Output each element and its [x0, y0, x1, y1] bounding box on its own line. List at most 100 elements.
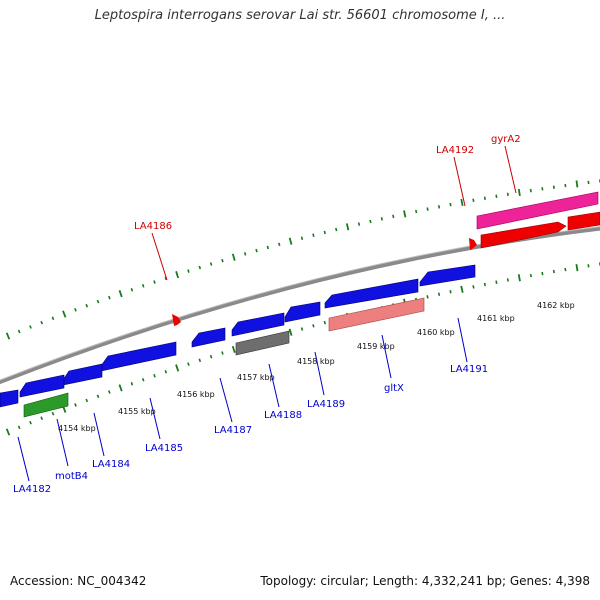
- ruler-label: 4157 kbp: [237, 373, 275, 382]
- minor-tick: [300, 327, 304, 331]
- minor-tick: [96, 299, 100, 304]
- minor-tick: [369, 219, 372, 224]
- minor-tick: [198, 358, 202, 363]
- gene-feature-LA4188[interactable]: [231, 312, 285, 337]
- gene-label-LA4189[interactable]: LA4189: [307, 399, 345, 410]
- gene-feature-gltX-region[interactable]: [324, 278, 419, 309]
- minor-tick: [141, 377, 145, 382]
- minor-tick: [51, 411, 55, 416]
- minor-tick: [51, 316, 55, 321]
- minor-tick: [323, 320, 326, 325]
- minor-tick: [506, 192, 509, 197]
- gene-label-LA4184[interactable]: LA4184: [92, 459, 130, 470]
- major-tick: [575, 180, 579, 188]
- gene-feature-LA4192[interactable]: [480, 221, 567, 249]
- major-tick: [175, 364, 180, 372]
- minor-tick: [164, 276, 168, 281]
- gene-label-LA4191[interactable]: LA4191: [450, 364, 488, 375]
- minor-tick: [529, 273, 532, 278]
- gene-label-LA4186[interactable]: LA4186: [134, 221, 172, 232]
- gene-feature-LA4185[interactable]: [100, 341, 177, 372]
- accession-text: Accession: NC_004342: [10, 574, 147, 588]
- minor-tick: [437, 292, 441, 296]
- major-tick: [118, 384, 123, 392]
- ruler-label: 4159 kbp: [357, 342, 395, 351]
- gene-label-LA4188[interactable]: LA4188: [264, 410, 302, 421]
- minor-tick: [357, 222, 361, 226]
- gene-feature-grey[interactable]: [235, 330, 290, 356]
- ruler-label: 4155 kbp: [118, 407, 156, 416]
- gene-feature-LA4182[interactable]: [0, 389, 19, 408]
- minor-tick: [209, 354, 213, 359]
- minor-tick: [266, 245, 270, 250]
- major-tick: [5, 332, 11, 340]
- gene-label-motB4[interactable]: motB4: [55, 471, 88, 482]
- minor-tick: [529, 188, 532, 193]
- leader-line-LA4186: [151, 232, 168, 281]
- minor-tick: [587, 264, 590, 268]
- minor-tick: [323, 230, 326, 235]
- minor-tick: [243, 252, 247, 256]
- gene-feature-motB4-green[interactable]: [23, 392, 69, 418]
- gene-feature-LA4189[interactable]: [284, 301, 321, 323]
- leader-line-LA4187: [219, 377, 233, 423]
- minor-tick: [221, 258, 224, 263]
- minor-tick: [29, 325, 32, 329]
- leader-line-gyrA2: [504, 145, 517, 194]
- minor-tick: [278, 242, 281, 247]
- leader-line-gltX: [381, 334, 392, 379]
- minor-tick: [209, 262, 213, 266]
- gene-label-LA4187[interactable]: LA4187: [214, 425, 252, 436]
- gene-feature-gltX[interactable]: [328, 297, 425, 332]
- leader-line-LA4191: [457, 317, 468, 363]
- gene-feature-LA4186-marker[interactable]: [172, 314, 181, 326]
- gene-label-gltX[interactable]: gltX: [384, 383, 404, 394]
- major-tick: [517, 188, 521, 197]
- minor-tick: [472, 285, 475, 289]
- minor-tick: [483, 282, 486, 287]
- gene-label-LA4182[interactable]: LA4182: [13, 484, 51, 495]
- gene-feature-LA4184[interactable]: [62, 363, 103, 386]
- gene-label-LA4185[interactable]: LA4185: [145, 443, 183, 454]
- gene-feature-LA4187[interactable]: [191, 327, 226, 348]
- minor-tick: [74, 308, 77, 312]
- leader-line-LA4182: [17, 436, 30, 482]
- map-title: Leptospira interrogans serovar Lai str. …: [94, 8, 506, 23]
- major-tick: [345, 223, 350, 231]
- minor-tick: [96, 394, 100, 399]
- minor-tick: [495, 194, 498, 198]
- gene-feature-gyrA2[interactable]: [476, 191, 599, 230]
- major-tick: [575, 264, 579, 272]
- minor-tick: [187, 362, 190, 366]
- genome-stats-text: Topology: circular; Length: 4,332,241 bp…: [260, 574, 590, 588]
- minor-tick: [141, 284, 145, 288]
- minor-tick: [415, 209, 418, 214]
- ruler-label: 4154 kbp: [58, 424, 96, 433]
- leader-line-motB4: [56, 418, 69, 467]
- minor-tick: [108, 295, 111, 300]
- major-tick: [288, 237, 293, 245]
- minor-tick: [552, 269, 555, 274]
- gene-label-gyrA2[interactable]: gyrA2: [491, 134, 521, 145]
- minor-tick: [426, 207, 429, 211]
- gene-feature-LA4191[interactable]: [419, 264, 476, 287]
- minor-tick: [300, 236, 304, 240]
- gene-feature-red-right[interactable]: [567, 211, 600, 231]
- minor-tick: [85, 398, 89, 403]
- major-tick: [231, 253, 236, 261]
- ruler-label: 4158 kbp: [297, 357, 335, 366]
- gene-feature-LA4192-marker[interactable]: [469, 238, 477, 250]
- gene-label-LA4192[interactable]: LA4192: [436, 145, 474, 156]
- minor-tick: [495, 280, 498, 284]
- major-tick: [460, 198, 464, 206]
- minor-tick: [40, 416, 44, 420]
- major-tick: [62, 310, 67, 318]
- minor-tick: [198, 265, 202, 270]
- minor-tick: [17, 329, 21, 334]
- gene-feature-motB4[interactable]: [19, 374, 65, 398]
- ruler-label: 4162 kbp: [537, 301, 575, 310]
- ruler-label: 4156 kbp: [177, 390, 215, 399]
- minor-tick: [108, 390, 111, 394]
- minor-tick: [426, 295, 429, 299]
